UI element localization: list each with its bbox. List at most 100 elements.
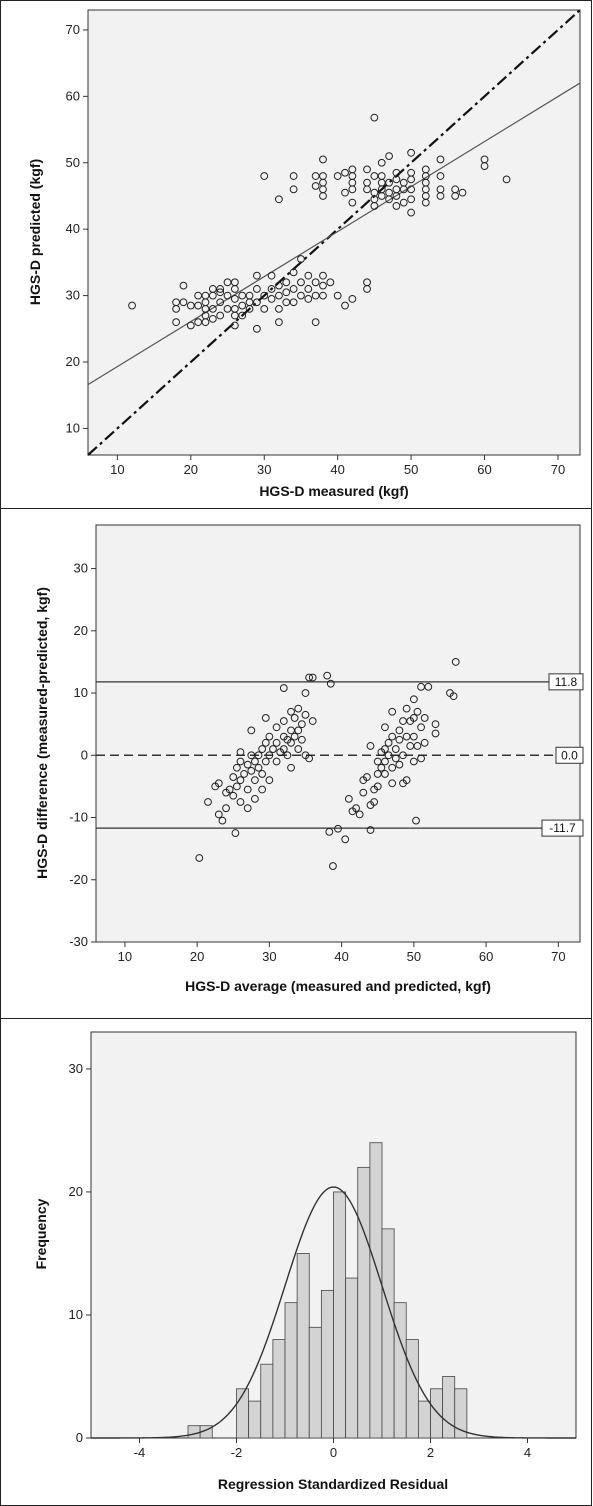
data-point [265, 732, 274, 741]
data-point [230, 321, 239, 330]
data-point [395, 760, 404, 769]
x-axis-title: HGS-D measured (kgf) [259, 483, 408, 499]
data-point [399, 198, 408, 207]
data-point [272, 738, 281, 747]
reference-lines: 11.8 0.0 -11.7 [96, 673, 584, 837]
data-point [409, 757, 418, 766]
data-point [269, 745, 277, 753]
data-point [363, 165, 371, 174]
data-point [431, 720, 440, 729]
data-point [251, 794, 259, 803]
data-point [128, 301, 136, 310]
data-point [289, 172, 298, 180]
data-point [289, 298, 298, 307]
data-point [304, 271, 313, 280]
histogram-bar [369, 1142, 383, 1439]
data-point [370, 172, 379, 180]
data-point [502, 175, 511, 184]
histogram-bar [272, 1339, 286, 1439]
data-points [128, 113, 511, 333]
data-point [392, 185, 401, 194]
data-point [304, 285, 313, 293]
reference-lines [87, 9, 581, 456]
data-point [275, 318, 283, 327]
data-point [417, 754, 425, 763]
data-point [431, 729, 440, 738]
data-point [216, 285, 225, 293]
data-point [275, 304, 283, 313]
data-point [311, 318, 320, 327]
data-point [311, 291, 320, 300]
identity-line [87, 9, 581, 456]
data-point [238, 311, 247, 320]
histogram-bar [236, 1388, 250, 1439]
data-point [362, 773, 371, 781]
data-point [305, 754, 314, 763]
data-point [363, 178, 371, 187]
data-point [326, 679, 335, 688]
data-point [381, 757, 389, 766]
data-point [381, 723, 389, 732]
data-point [301, 710, 310, 719]
y-axis-ticks: -30 -20 -10 0 10 20 30 [69, 561, 96, 949]
data-point [186, 301, 195, 310]
data-point [260, 172, 269, 180]
data-point [355, 810, 364, 819]
data-point [391, 745, 400, 753]
x-tick-label: 60 [479, 949, 493, 964]
data-point [370, 798, 379, 806]
data-point [409, 732, 418, 741]
data-point [282, 298, 291, 307]
data-point [399, 751, 407, 760]
data-point [308, 717, 317, 725]
data-point [272, 723, 281, 732]
data-point [385, 188, 393, 197]
data-point [290, 732, 299, 741]
y-tick-label: 50 [66, 155, 80, 170]
y-tick-label: 30 [74, 561, 88, 576]
x-tick-label: 20 [190, 949, 204, 964]
data-point [267, 295, 276, 303]
histogram-bar [405, 1339, 419, 1439]
histogram-bar [308, 1326, 322, 1439]
data-point [388, 732, 397, 741]
data-point [359, 788, 368, 797]
data-point [388, 763, 397, 772]
data-point [417, 723, 425, 732]
scatter-predicted-vs-measured: 10 20 30 40 50 60 70 10 20 30 40 50 60 70 HGS-D meas… [27, 9, 581, 499]
data-point [323, 671, 332, 680]
data-point [236, 757, 245, 766]
y-tick-label: 20 [74, 623, 88, 638]
data-point [275, 195, 283, 204]
data-point [260, 291, 269, 300]
plot-area [95, 524, 581, 943]
data-point [308, 673, 317, 682]
data-point [245, 291, 254, 300]
data-point [366, 742, 375, 750]
data-point [238, 291, 247, 300]
data-point [287, 738, 295, 747]
data-point [294, 745, 303, 753]
data-point [247, 726, 256, 735]
data-point [225, 785, 234, 794]
data-point [214, 810, 223, 819]
data-point [279, 684, 288, 692]
y-axis-title: Frequency [33, 1198, 49, 1269]
x-tick-label: 20 [184, 462, 198, 477]
histogram-bar [381, 1228, 395, 1439]
data-point [392, 168, 401, 177]
histogram-bar [393, 1302, 407, 1439]
y-tick-label: 20 [66, 354, 80, 369]
data-point [260, 304, 269, 313]
data-point [252, 324, 261, 333]
normal-curve [91, 1186, 576, 1439]
data-point [377, 158, 386, 167]
histogram-bar [320, 1289, 334, 1439]
data-point [395, 726, 404, 735]
data-point [289, 268, 298, 277]
data-point [267, 271, 276, 280]
data-point [252, 271, 261, 280]
data-point [424, 682, 433, 691]
histogram-bar [430, 1388, 444, 1439]
data-point [238, 301, 247, 310]
